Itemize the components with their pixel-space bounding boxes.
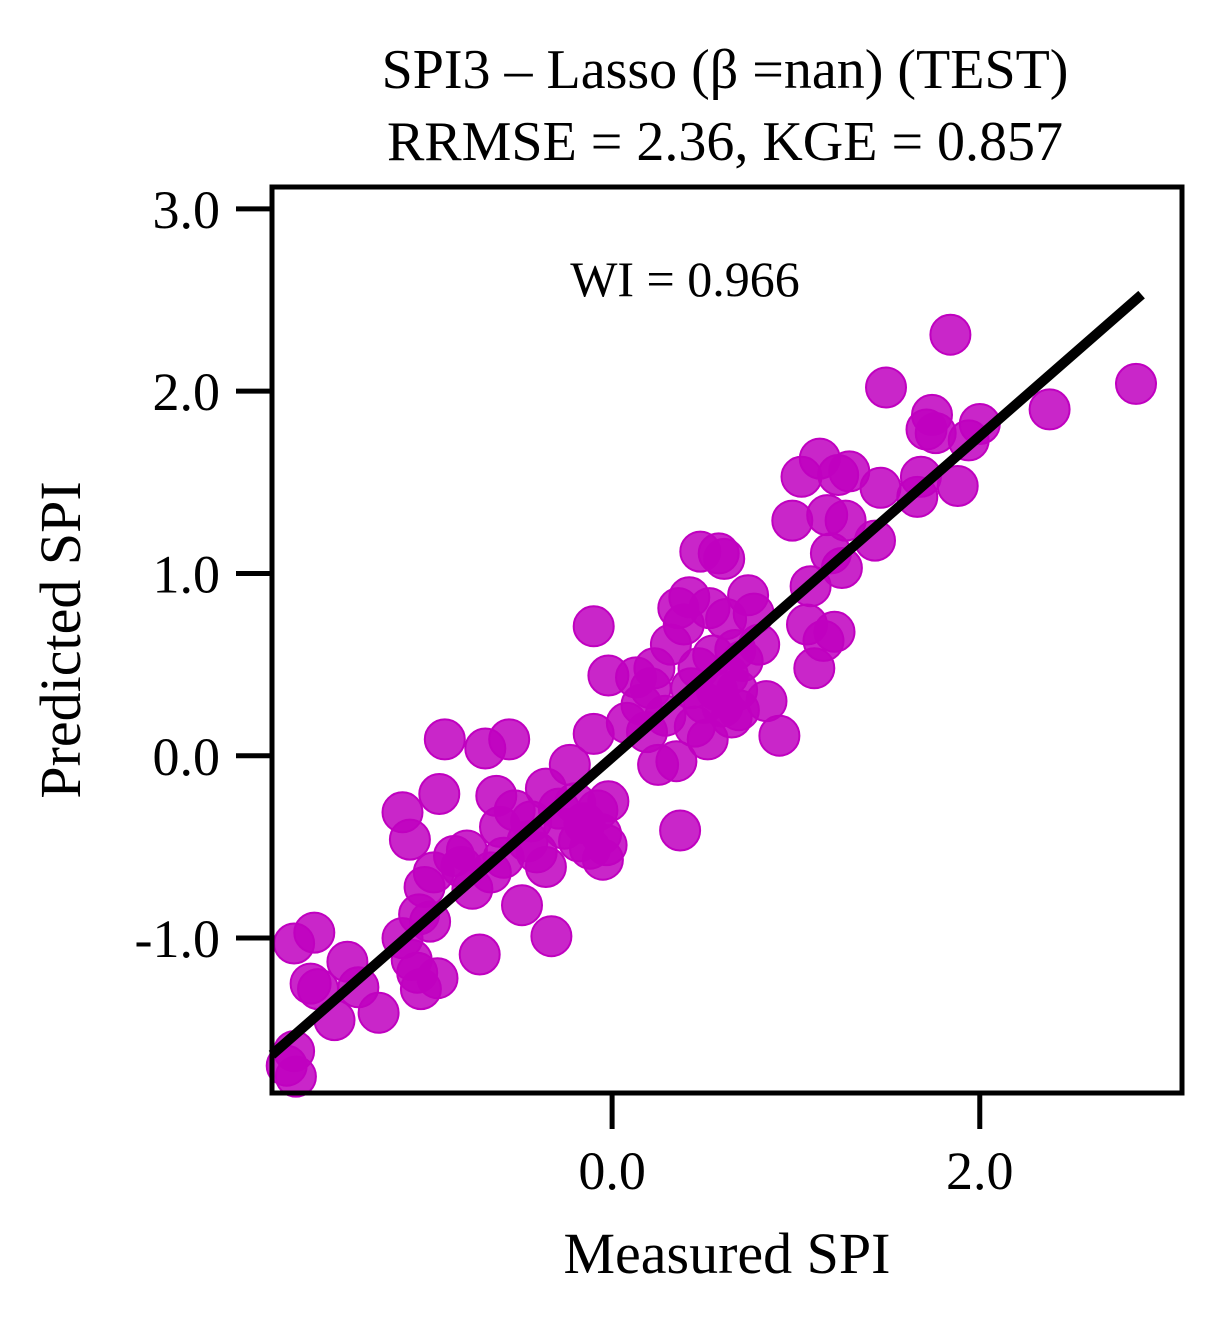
data-point-108 [824, 499, 867, 542]
data-point-112 [865, 366, 907, 409]
data-point-36 [501, 884, 543, 927]
data-point-69 [659, 809, 702, 852]
data-point-55 [587, 780, 630, 823]
data-point-21 [416, 957, 459, 1000]
data-point-83 [703, 537, 746, 580]
data-point-95 [758, 714, 801, 757]
data-point-119 [936, 465, 979, 507]
y-tick-label-2: 1.0 [153, 544, 221, 604]
data-point-22 [418, 773, 461, 815]
data-point-23 [423, 718, 466, 761]
y-tick-label-3: 2.0 [153, 362, 221, 422]
data-point-28 [458, 933, 501, 976]
chart-title: SPI3 – Lasso (β =nan) (TEST) [382, 39, 1069, 101]
plot-frame [269, 184, 1185, 1096]
y-tick-label-1: 0.0 [153, 727, 221, 787]
data-point-118 [929, 313, 972, 356]
data-point-111 [859, 466, 902, 509]
chart-subtitle: RRMSE = 2.36, KGE = 0.857 [387, 111, 1063, 173]
data-point-96 [771, 499, 814, 542]
data-point-12 [388, 818, 431, 861]
x-axis: 0.0 2.0 [578, 1093, 1014, 1201]
data-point-34 [488, 718, 531, 761]
x-axis-label: Measured SPI [563, 1221, 890, 1286]
fit-line [268, 290, 1145, 1059]
data-point-10 [357, 991, 400, 1034]
data-point-40 [524, 846, 567, 888]
data-points [265, 313, 1157, 1098]
data-point-54 [585, 824, 628, 867]
data-point-56 [572, 605, 615, 648]
data-point-122 [1028, 388, 1071, 431]
wi-annotation: WI = 0.966 [570, 251, 800, 307]
data-point-123 [1115, 362, 1157, 405]
data-point-4 [274, 1055, 317, 1098]
y-tick-label-4: 3.0 [153, 180, 221, 240]
data-point-42 [530, 915, 573, 958]
x-tick-label-0: 0.0 [578, 1141, 646, 1201]
x-tick-label-1: 2.0 [946, 1141, 1014, 1201]
data-point-105 [813, 610, 856, 653]
y-axis: -1.0 0.0 1.0 2.0 3.0 [135, 180, 272, 969]
y-tick-label-0: -1.0 [135, 909, 220, 969]
data-point-67 [655, 740, 698, 783]
y-axis-label: Predicted SPI [28, 481, 93, 798]
data-point-1 [293, 911, 336, 954]
